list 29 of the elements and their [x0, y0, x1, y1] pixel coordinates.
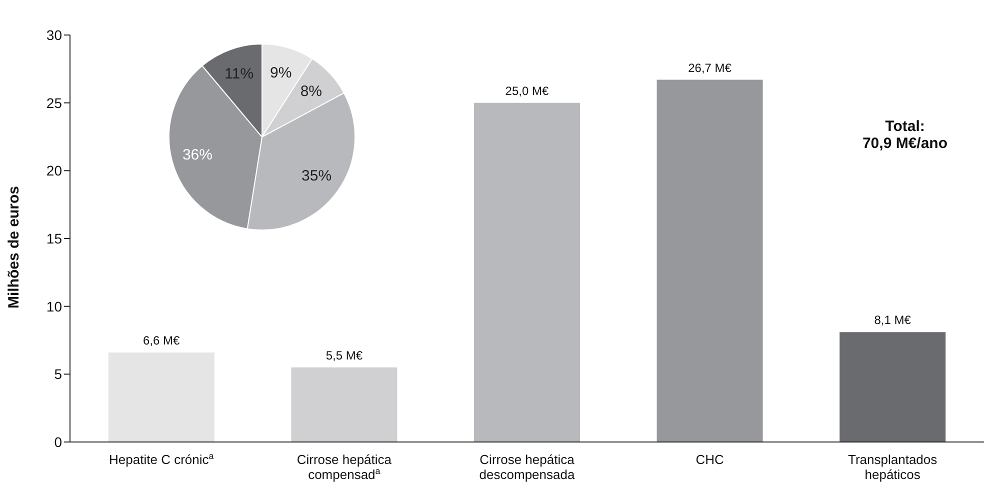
x-tick-label: Transplantados hepáticos — [848, 452, 938, 482]
y-axis-title: Milhões de euros — [5, 186, 22, 308]
data-label: 35% — [302, 167, 332, 184]
y-tick-label: 25 — [46, 94, 62, 111]
y-tick-label: 15 — [46, 230, 62, 246]
data-label: 9% — [270, 64, 292, 82]
data-label: 26,7 M€ — [688, 60, 732, 75]
bar — [656, 80, 763, 442]
data-label: 36% — [182, 146, 212, 164]
x-tick-label: CHC — [696, 452, 724, 467]
y-tick-label: 10 — [46, 298, 62, 314]
bar — [840, 332, 946, 442]
annotation: Total: 70,9 M€/ano — [861, 118, 949, 152]
y-tick-label: 5 — [54, 366, 62, 382]
x-tick-label: Hepatite C crónic$^{a}$ — [109, 451, 214, 467]
data-label: 25,0 M€ — [505, 84, 549, 98]
bar — [474, 102, 580, 442]
data-label: 6,6 M€ — [143, 333, 180, 348]
y-tick-label: 0 — [54, 434, 62, 450]
y-tick-label: 20 — [46, 162, 62, 179]
y-tick-label: 30 — [46, 26, 62, 43]
x-tick-label: Cirrose hepática descompensada — [479, 452, 576, 482]
data-label: 5,5 M€ — [326, 348, 363, 362]
x-tick-label: Cirrose hepática compensad$^{a}$ — [296, 452, 392, 482]
data-label: 8% — [300, 83, 322, 100]
data-label: 11% — [224, 66, 254, 83]
bar — [108, 352, 214, 442]
bar — [291, 367, 398, 442]
data-label: 8,1 M€ — [874, 313, 912, 328]
